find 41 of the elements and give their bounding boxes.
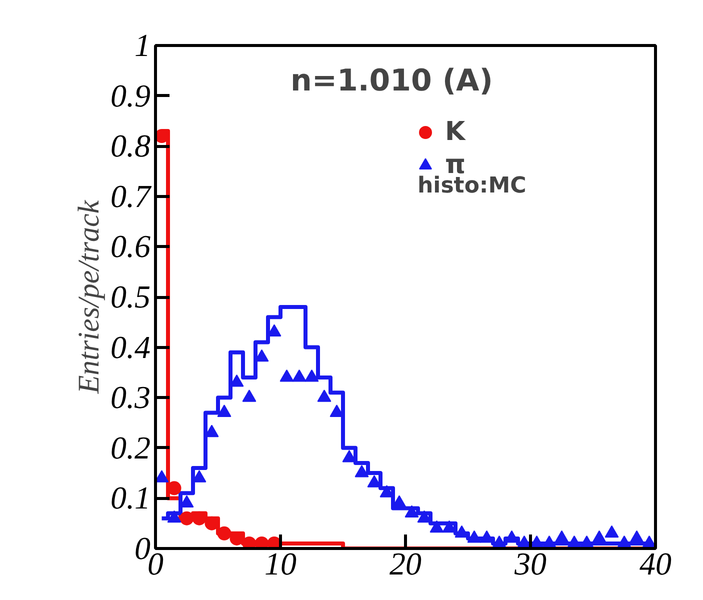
legend-label: K (445, 117, 466, 147)
point (280, 369, 294, 382)
point (542, 535, 556, 548)
point (167, 510, 182, 523)
y-tick-label: 0.7 (110, 178, 152, 214)
y-axis-title: Entries/pe/track (72, 200, 106, 395)
y-tick-label: 0.4 (110, 328, 150, 365)
point (292, 369, 306, 382)
annotation: n=1.010 (A) (290, 64, 493, 98)
x-tick-label: 30 (514, 546, 546, 582)
point (430, 520, 444, 533)
point (642, 535, 656, 548)
x-tick-label: 20 (390, 546, 422, 582)
point (242, 390, 256, 402)
point (492, 535, 506, 548)
annotation: histo:MC (418, 174, 526, 198)
y-tick-label: 0.8 (110, 128, 150, 164)
point (580, 535, 594, 548)
y-tick-label: 0.9 (110, 77, 150, 114)
y-tick-label: 0.3 (110, 379, 150, 416)
y-tick-label: 0.1 (110, 480, 150, 516)
point (592, 530, 606, 543)
point (467, 530, 482, 543)
point (404, 505, 419, 518)
point (630, 530, 644, 543)
point (617, 535, 632, 548)
point (254, 536, 269, 548)
y-tick-label: 1 (134, 27, 150, 63)
point (554, 530, 569, 543)
point (242, 536, 256, 548)
y-tick-label: 0.2 (110, 429, 150, 466)
y-tick-label: 0.5 (110, 278, 150, 314)
point (604, 525, 619, 538)
x-tick-label: 40 (640, 546, 672, 582)
point (156, 470, 169, 482)
point (304, 369, 319, 382)
x-tick-label: 10 (264, 546, 296, 582)
point (317, 390, 332, 402)
point (354, 465, 369, 478)
point (217, 404, 232, 417)
y-tick-label: 0.6 (110, 228, 150, 264)
